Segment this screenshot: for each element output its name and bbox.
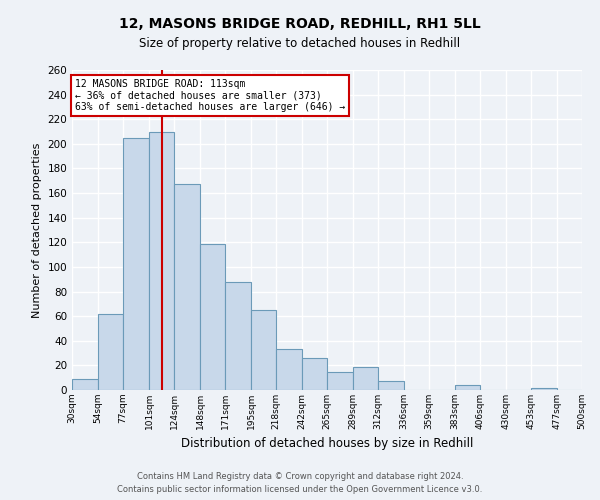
Bar [378,382,404,390]
Bar [327,372,353,390]
Text: Contains public sector information licensed under the Open Government Licence v3: Contains public sector information licen… [118,485,482,494]
Text: Contains HM Land Registry data © Crown copyright and database right 2024.: Contains HM Land Registry data © Crown c… [137,472,463,481]
Bar [98,314,123,390]
Bar [123,138,149,390]
Text: 12, MASONS BRIDGE ROAD, REDHILL, RH1 5LL: 12, MASONS BRIDGE ROAD, REDHILL, RH1 5LL [119,18,481,32]
Y-axis label: Number of detached properties: Number of detached properties [32,142,42,318]
Bar [455,385,480,390]
Text: 12 MASONS BRIDGE ROAD: 113sqm
← 36% of detached houses are smaller (373)
63% of : 12 MASONS BRIDGE ROAD: 113sqm ← 36% of d… [75,78,346,112]
Bar [353,366,378,390]
Bar [302,358,327,390]
Bar [225,282,251,390]
Bar [531,388,557,390]
Bar [276,350,302,390]
Bar [149,132,174,390]
Bar [200,244,225,390]
Bar [174,184,200,390]
Bar [72,379,98,390]
X-axis label: Distribution of detached houses by size in Redhill: Distribution of detached houses by size … [181,438,473,450]
Bar [251,310,276,390]
Text: Size of property relative to detached houses in Redhill: Size of property relative to detached ho… [139,38,461,51]
